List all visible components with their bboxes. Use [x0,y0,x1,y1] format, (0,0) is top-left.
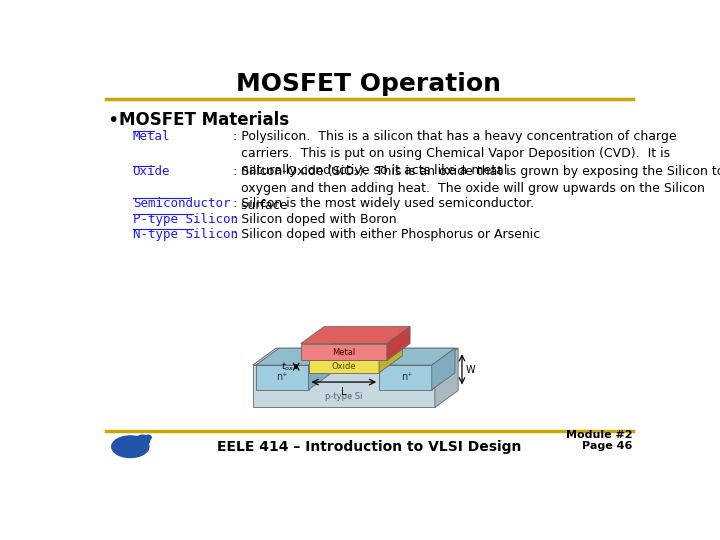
Ellipse shape [145,435,151,440]
Text: $t_{ox}$: $t_{ox}$ [281,360,294,373]
Text: Metal: Metal [332,348,355,356]
Text: L: L [341,387,346,397]
Polygon shape [379,365,432,390]
Text: : Silicon doped with Boron: : Silicon doped with Boron [233,213,397,226]
Polygon shape [387,327,410,361]
Text: n⁺: n⁺ [276,373,288,382]
Text: MOSFET Operation: MOSFET Operation [236,72,502,96]
Text: Metal: Metal [132,130,170,143]
Polygon shape [301,343,387,361]
Ellipse shape [112,436,149,457]
Text: ▶: ▶ [121,432,145,461]
Polygon shape [256,365,309,390]
Polygon shape [253,348,458,365]
Text: N-type Silicon: N-type Silicon [132,228,238,241]
Polygon shape [253,365,435,408]
Polygon shape [309,343,402,361]
Text: Semiconductor: Semiconductor [132,197,230,210]
Polygon shape [379,343,402,373]
Text: P-type Silicon: P-type Silicon [132,213,238,226]
Polygon shape [301,327,410,343]
Polygon shape [309,361,379,373]
Text: Module #2
Page 46: Module #2 Page 46 [566,430,632,451]
Text: EELE 414 – Introduction to VLSI Design: EELE 414 – Introduction to VLSI Design [217,440,521,454]
Text: : Silicon is the most widely used semiconductor.: : Silicon is the most widely used semico… [233,197,534,210]
Text: Oxide: Oxide [331,362,356,371]
Polygon shape [432,348,455,390]
Text: Oxide: Oxide [132,165,170,178]
Text: •: • [107,111,118,130]
Text: p-type Si: p-type Si [325,392,362,401]
Polygon shape [379,348,455,365]
Polygon shape [435,348,458,408]
Ellipse shape [136,435,150,446]
Text: : Silicon-Oxide (SiO₂).  This is an oxide that is grown by exposing the Silicon : : Silicon-Oxide (SiO₂). This is an oxide… [233,165,720,212]
Text: MOSFET Materials: MOSFET Materials [120,111,289,129]
Polygon shape [256,348,332,365]
Text: : Polysilicon.  This is a silicon that has a heavy concentration of charge
  car: : Polysilicon. This is a silicon that ha… [233,130,677,177]
Polygon shape [309,348,332,390]
Text: : Silicon doped with either Phosphorus or Arsenic: : Silicon doped with either Phosphorus o… [233,228,541,241]
Text: n⁺: n⁺ [401,373,413,382]
Text: W: W [466,364,475,375]
